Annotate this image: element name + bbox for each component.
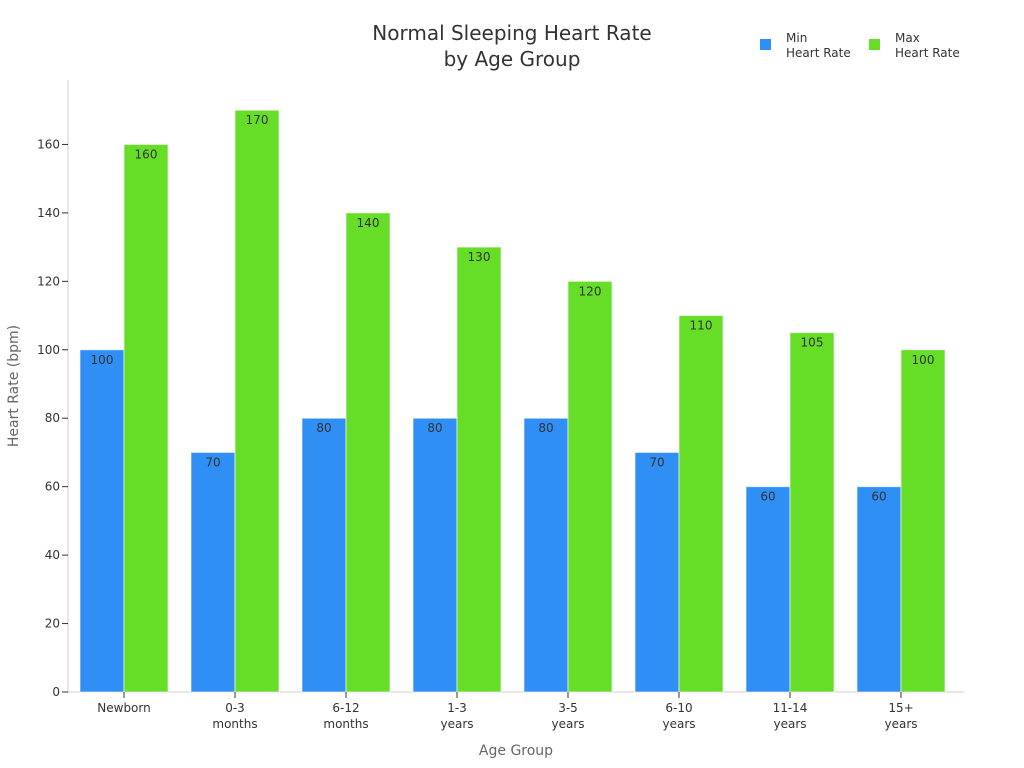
bar-min <box>523 417 569 693</box>
data-label: 60 <box>760 490 775 504</box>
bar-max <box>234 109 280 693</box>
x-tick-label: years <box>440 717 473 731</box>
legend-label: Heart Rate <box>895 46 960 60</box>
data-label: 80 <box>427 421 442 435</box>
x-tick-label: months <box>323 717 368 731</box>
y-axis-title: Heart Rate (bpm) <box>6 325 22 447</box>
bar-min <box>301 417 347 693</box>
legend-swatch-max <box>869 39 880 50</box>
x-tick-label: 15+ <box>888 701 913 715</box>
x-tick-label: 3-5 <box>558 701 578 715</box>
bar-max <box>678 315 724 693</box>
chart-title: Normal Sleeping Heart Rate by Age Group <box>372 21 651 71</box>
bar-max <box>123 143 169 693</box>
y-tick-label: 80 <box>45 411 60 425</box>
y-tick-label: 140 <box>37 206 60 220</box>
legend-label: Heart Rate <box>786 46 851 60</box>
bar-min <box>856 486 902 693</box>
x-tick-label: 0-3 <box>225 701 245 715</box>
data-label: 110 <box>690 319 713 333</box>
legend-swatch-min <box>760 39 771 50</box>
y-tick-label: 0 <box>52 685 60 699</box>
bar-min <box>79 349 125 693</box>
x-tick-label: years <box>884 717 917 731</box>
bar-max <box>345 212 391 693</box>
data-label: 70 <box>649 455 664 469</box>
data-label: 120 <box>579 284 602 298</box>
bar-max <box>900 349 946 693</box>
data-label: 130 <box>468 250 491 264</box>
y-tick-label: 100 <box>37 343 60 357</box>
y-tick-label: 160 <box>37 137 60 151</box>
data-label: 100 <box>912 353 935 367</box>
x-tick-label: Newborn <box>97 701 150 715</box>
chart-title-line-2: by Age Group <box>444 47 581 71</box>
x-tick-label: years <box>662 717 695 731</box>
x-tick-label: 11-14 <box>773 701 808 715</box>
bar-max <box>567 280 613 693</box>
data-label: 170 <box>246 113 269 127</box>
bar-min <box>745 486 791 693</box>
x-tick-label: 6-12 <box>332 701 359 715</box>
bar-max <box>789 332 835 693</box>
bar-min <box>634 451 680 693</box>
bar-min <box>412 417 458 693</box>
data-label: 105 <box>801 336 824 350</box>
x-tick-label: years <box>773 717 806 731</box>
data-label: 60 <box>871 490 886 504</box>
x-tick-label: years <box>551 717 584 731</box>
legend-label: Min <box>786 31 807 45</box>
y-tick-label: 120 <box>37 274 60 288</box>
x-tick-label: 6-10 <box>665 701 692 715</box>
x-axis-title: Age Group <box>479 743 553 759</box>
data-label: 140 <box>357 216 380 230</box>
data-label: 100 <box>91 353 114 367</box>
data-label: 160 <box>135 147 158 161</box>
data-label: 70 <box>205 455 220 469</box>
x-tick-label: months <box>212 717 257 731</box>
chart-title-line-1: Normal Sleeping Heart Rate <box>372 21 651 45</box>
x-tick-label: 1-3 <box>447 701 467 715</box>
y-tick-label: 60 <box>45 480 60 494</box>
bar-max <box>456 246 502 693</box>
data-label: 80 <box>316 421 331 435</box>
legend-label: Max <box>895 31 920 45</box>
y-tick-label: 40 <box>45 548 60 562</box>
plot-area: 0 20 40 60 80 100 120 140 160 100 160 Newborn 70 170 0… <box>37 80 964 731</box>
data-label: 80 <box>538 421 553 435</box>
bar-min <box>190 451 236 693</box>
y-tick-label: 20 <box>45 617 60 631</box>
